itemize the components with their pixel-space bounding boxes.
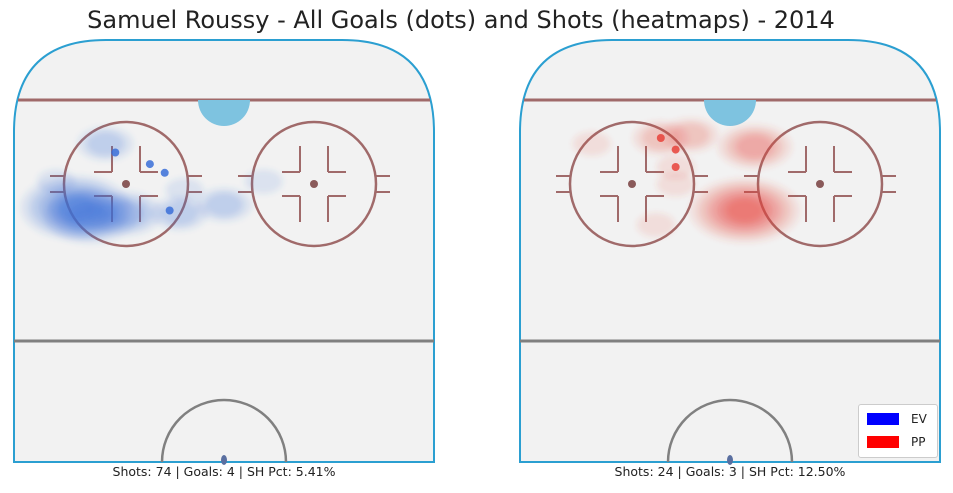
stats-right: Shots: 24 | Goals: 3 | SH Pct: 12.50%: [614, 464, 846, 479]
legend-swatch-ev: [867, 413, 899, 425]
heat-blob-8-ring-1: [37, 169, 75, 194]
legend-item-pp: PP: [867, 435, 925, 449]
heat-blob-7-ring-1: [244, 169, 283, 194]
center-circle: [666, 398, 794, 463]
goal-crease: [198, 100, 250, 126]
faceoff-dot-left: [122, 180, 130, 188]
legend: EV PP: [858, 404, 938, 458]
legend-swatch-pp: [867, 436, 899, 448]
heat-blob-7-ring-1: [636, 213, 675, 237]
rink-left: [13, 39, 435, 465]
stats-left: Shots: 74 | Goals: 4 | SH Pct: 5.41%: [112, 464, 336, 479]
heat-blob-6-ring-1: [572, 131, 611, 156]
faceoff-dot-right: [816, 180, 824, 188]
faceoff-dot-right: [310, 180, 318, 188]
chart-title: Samuel Roussy - All Goals (dots) and Sho…: [87, 6, 835, 34]
shot-heatmap: [572, 118, 800, 243]
legend-label-pp: PP: [911, 435, 926, 449]
goal-dot-1: [671, 145, 680, 154]
heat-blob-3-ring-1: [160, 201, 199, 226]
heat-blob-0-ring-1: [725, 198, 764, 223]
heat-blob-2-ring-1: [106, 201, 145, 226]
heat-blob-1-ring-1: [735, 134, 774, 159]
faceoff-dot-left: [628, 180, 636, 188]
legend-item-ev: EV: [867, 412, 927, 426]
goal-dot-3: [165, 206, 174, 215]
goal-dot-0: [111, 148, 120, 157]
goal-crease: [704, 100, 756, 126]
heat-blob-5-ring-1: [656, 172, 695, 197]
heat-blob-6-ring-1: [205, 192, 243, 217]
center-dot: [727, 455, 733, 465]
goal-dot-1: [145, 160, 154, 169]
center-circle: [160, 398, 288, 463]
center-dot: [221, 455, 227, 465]
rink-right: [519, 39, 941, 465]
rink-boards: [519, 39, 941, 463]
goal-dot-2: [671, 163, 680, 171]
goal-dot-2: [160, 168, 169, 177]
shot-heatmap: [20, 126, 283, 244]
heat-blob-5-ring-1: [165, 178, 204, 203]
goal-dot-0: [656, 134, 665, 142]
legend-label-ev: EV: [911, 412, 927, 426]
